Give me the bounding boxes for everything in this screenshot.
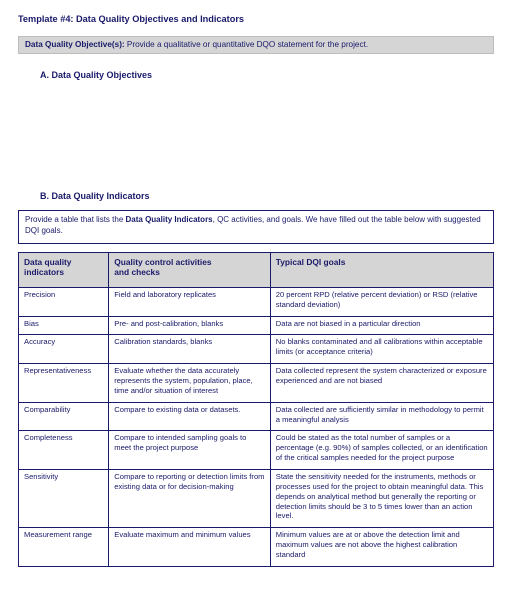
objective-label: Data Quality Objective(s): [25,40,125,49]
cell-indicator: Accuracy [19,335,109,364]
template-title: Template #4: Data Quality Objectives and… [18,14,494,26]
cell-indicator: Sensitivity [19,470,109,528]
col-header-line: Quality control activities [114,257,211,267]
table-row: Measurement rangeEvaluate maximum and mi… [19,528,494,567]
table-row: SensitivityCompare to reporting or detec… [19,470,494,528]
cell-goal: State the sensitivity needed for the ins… [270,470,493,528]
cell-qc: Compare to existing data or datasets. [109,402,271,431]
cell-indicator: Bias [19,316,109,335]
col-header-line: Typical DQI goals [276,257,346,267]
cell-qc: Compare to intended sampling goals to me… [109,431,271,470]
table-row: AccuracyCalibration standards, blanksNo … [19,335,494,364]
section-a-heading: A. Data Quality Objectives [40,70,494,81]
col-header-qc: Quality control activities and checks [109,252,271,287]
intro-pre: Provide a table that lists the [25,215,126,224]
table-row: RepresentativenessEvaluate whether the d… [19,364,494,403]
cell-indicator: Representativeness [19,364,109,403]
cell-qc: Calibration standards, blanks [109,335,271,364]
cell-indicator: Comparability [19,402,109,431]
col-header-line: indicators [24,267,64,277]
cell-qc: Evaluate whether the data accurately rep… [109,364,271,403]
col-header-line: Data quality [24,257,71,267]
table-row: BiasPre- and post-calibration, blanksDat… [19,316,494,335]
cell-qc: Pre- and post-calibration, blanks [109,316,271,335]
cell-qc: Evaluate maximum and minimum values [109,528,271,567]
cell-indicator: Precision [19,287,109,316]
objective-bar: Data Quality Objective(s): Provide a qua… [18,36,494,54]
table-row: CompletenessCompare to intended sampling… [19,431,494,470]
cell-goal: 20 percent RPD (relative percent deviati… [270,287,493,316]
cell-goal: Could be stated as the total number of s… [270,431,493,470]
cell-indicator: Completeness [19,431,109,470]
intro-box: Provide a table that lists the Data Qual… [18,210,494,244]
dqi-tbody: PrecisionField and laboratory replicates… [19,287,494,566]
table-row: PrecisionField and laboratory replicates… [19,287,494,316]
col-header-indicators: Data quality indicators [19,252,109,287]
cell-goal: Data are not biased in a particular dire… [270,316,493,335]
col-header-goals: Typical DQI goals [270,252,493,287]
cell-indicator: Measurement range [19,528,109,567]
dqi-table: Data quality indicators Quality control … [18,252,494,567]
col-header-line: and checks [114,267,160,277]
section-b-heading: B. Data Quality Indicators [40,191,494,202]
intro-bold: Data Quality Indicators [126,215,213,224]
cell-goal: Minimum values are at or above the detec… [270,528,493,567]
cell-goal: Data collected represent the system char… [270,364,493,403]
objective-text: Provide a qualitative or quantitative DQ… [125,40,368,49]
table-header-row: Data quality indicators Quality control … [19,252,494,287]
cell-qc: Field and laboratory replicates [109,287,271,316]
cell-qc: Compare to reporting or detection limits… [109,470,271,528]
cell-goal: No blanks contaminated and all calibrati… [270,335,493,364]
cell-goal: Data collected are sufficiently similar … [270,402,493,431]
table-row: ComparabilityCompare to existing data or… [19,402,494,431]
